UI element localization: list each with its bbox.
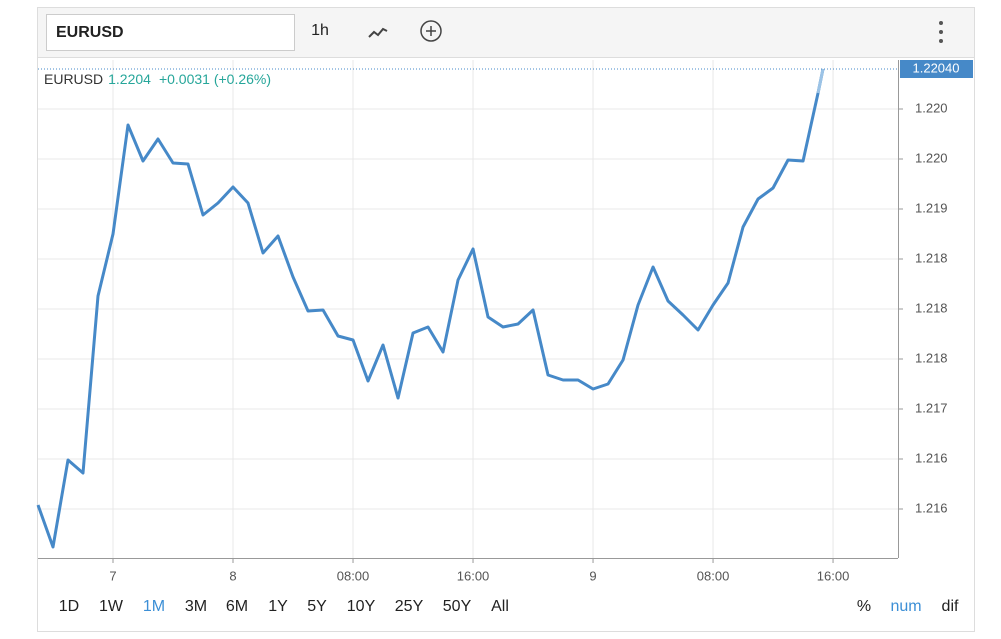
compare-button[interactable] bbox=[420, 20, 442, 42]
range-button[interactable]: 1D bbox=[59, 598, 79, 615]
x-tick-label: 08:00 bbox=[337, 568, 370, 583]
x-tick-label: 7 bbox=[109, 568, 116, 583]
y-tick-label: 1.218 bbox=[915, 250, 948, 265]
y-tick-label: 1.220 bbox=[915, 150, 948, 165]
price-marker-label: 1.22040 bbox=[913, 60, 960, 75]
compare-circle bbox=[420, 20, 442, 42]
y-tick-label: 1.216 bbox=[915, 500, 948, 515]
range-button[interactable]: 1W bbox=[99, 598, 124, 615]
symbol-text: EURUSD bbox=[56, 24, 124, 41]
widget-frame bbox=[37, 7, 975, 632]
price-marker-badge bbox=[900, 60, 973, 78]
x-tick-label: 16:00 bbox=[457, 568, 490, 583]
range-button[interactable]: 25Y bbox=[395, 598, 424, 615]
legend: EURUSD 1.2204 +0.0031 (+0.26%) bbox=[44, 71, 271, 87]
y-tick-label: 1.216 bbox=[915, 450, 948, 465]
x-tick-label: 8 bbox=[229, 568, 236, 583]
menu-dot bbox=[939, 30, 943, 34]
y-tick-label: 1.218 bbox=[915, 300, 948, 315]
range-button[interactable]: 1M bbox=[143, 598, 165, 615]
x-tick-label: 16:00 bbox=[817, 568, 850, 583]
plot-area: 1.220 1.220 1.219 1.218 1.218 1.218 1.217 1.216… bbox=[36, 60, 973, 583]
range-button[interactable]: 6M bbox=[226, 598, 248, 615]
scale-mode-button[interactable]: num bbox=[890, 598, 921, 615]
legend-change: +0.0031 (+0.26%) bbox=[159, 71, 271, 87]
y-tick-label: 1.218 bbox=[915, 350, 948, 365]
menu-dot bbox=[939, 39, 943, 43]
legend-symbol: EURUSD bbox=[44, 71, 103, 87]
legend-price: 1.2204 bbox=[108, 71, 151, 87]
x-tick-label: 9 bbox=[589, 568, 596, 583]
menu-button[interactable] bbox=[939, 21, 943, 43]
y-tick-label: 1.217 bbox=[915, 400, 948, 415]
range-button[interactable]: All bbox=[491, 598, 509, 615]
range-button[interactable]: 1Y bbox=[268, 598, 288, 615]
scale-mode-button[interactable]: % bbox=[857, 598, 871, 615]
chart-type-icon[interactable] bbox=[368, 27, 388, 38]
compare-plus bbox=[426, 26, 436, 36]
y-tick-label: 1.220 bbox=[915, 100, 948, 115]
menu-dot bbox=[939, 21, 943, 25]
range-button[interactable]: 5Y bbox=[307, 598, 327, 615]
range-button[interactable]: 3M bbox=[185, 598, 207, 615]
interval-button[interactable]: 1h bbox=[311, 22, 329, 39]
live-segment bbox=[816, 68, 825, 94]
price-line bbox=[36, 68, 825, 549]
x-tick-label: 08:00 bbox=[697, 568, 730, 583]
symbol-input[interactable] bbox=[46, 14, 295, 51]
scale-mode-button[interactable]: dif bbox=[942, 598, 959, 615]
range-button[interactable]: 50Y bbox=[443, 598, 472, 615]
y-tick-label: 1.219 bbox=[915, 200, 948, 215]
range-button[interactable]: 10Y bbox=[347, 598, 376, 615]
